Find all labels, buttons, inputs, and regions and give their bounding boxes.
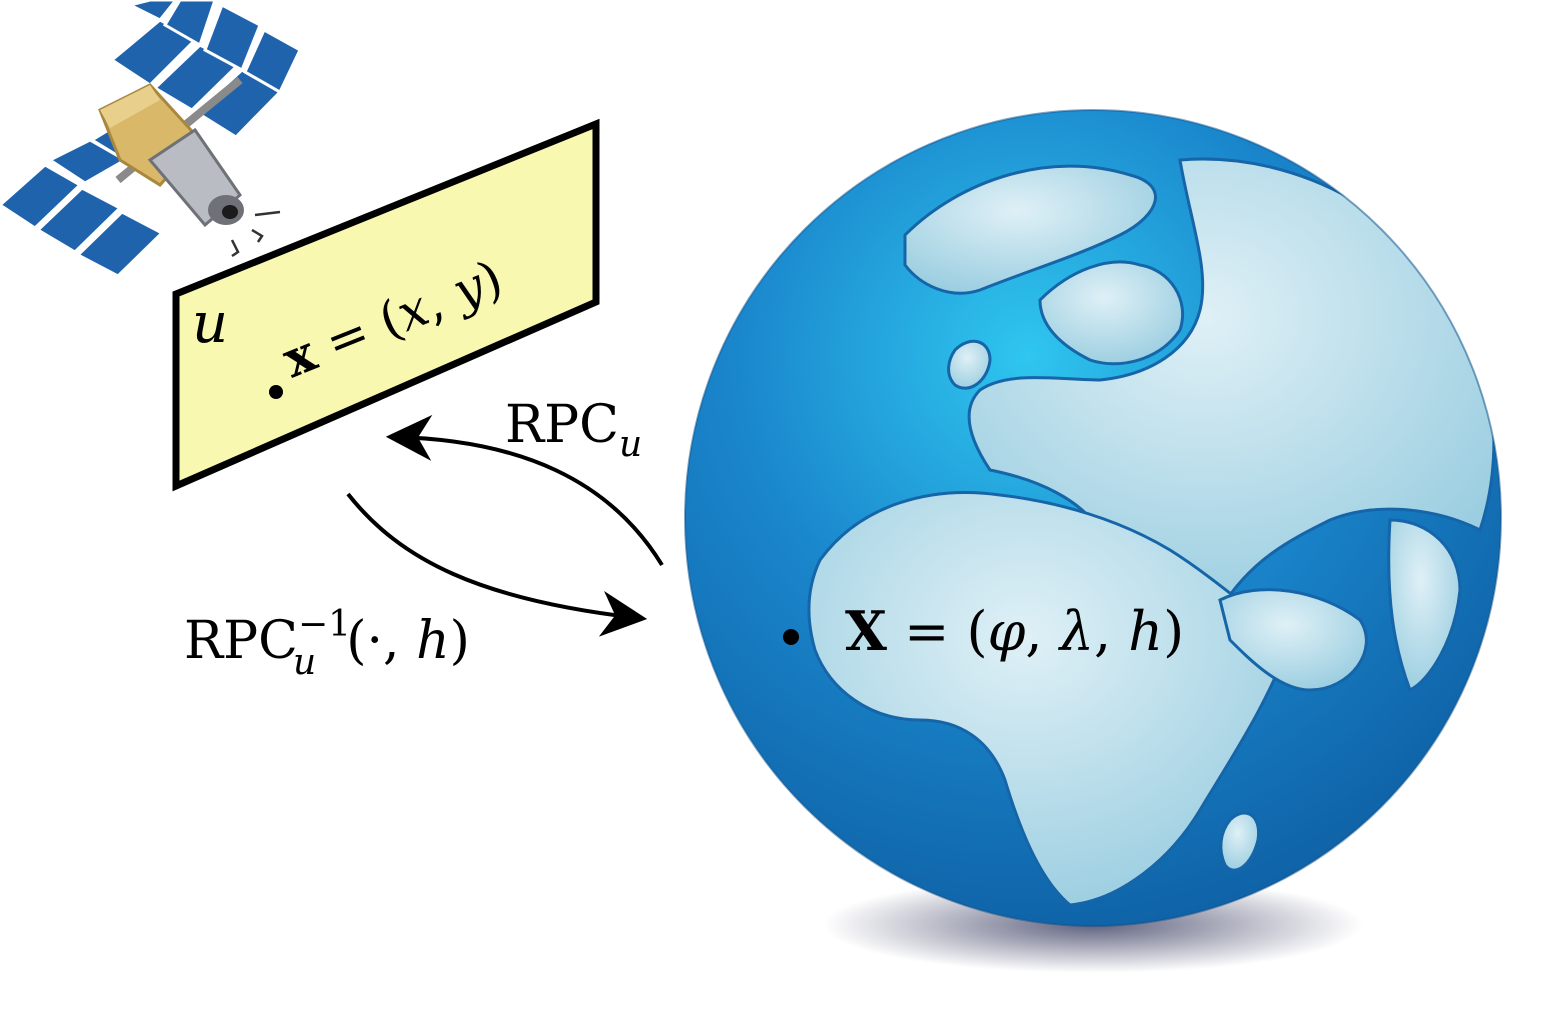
ground-point-dot <box>783 629 799 645</box>
earth-globe <box>684 109 1502 927</box>
forward-arrow-label: RPCu <box>505 395 642 465</box>
upper-solar-panel <box>109 0 302 139</box>
inverse-arrow <box>346 492 648 637</box>
lower-solar-panel <box>0 118 165 278</box>
inverse-arrow-label: RPC−1 u (·, h) <box>184 604 470 683</box>
ground-point-label: X = (φ, λ, h) <box>845 599 1184 663</box>
forward-arrow <box>385 414 664 567</box>
image-label: u <box>192 291 228 356</box>
satellite-icon <box>0 0 302 278</box>
image-point-dot <box>269 385 283 399</box>
